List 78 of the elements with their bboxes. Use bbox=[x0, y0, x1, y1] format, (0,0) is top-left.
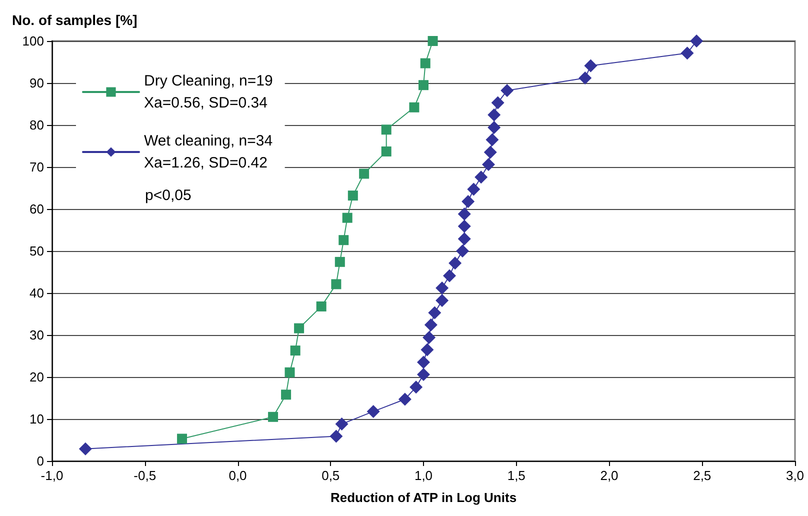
y-tick-label: 20 bbox=[30, 370, 44, 384]
point bbox=[348, 190, 358, 201]
point bbox=[448, 256, 462, 270]
point bbox=[486, 133, 499, 146]
point bbox=[428, 36, 438, 46]
point bbox=[443, 269, 456, 282]
point bbox=[482, 158, 496, 171]
point bbox=[458, 232, 471, 246]
point bbox=[458, 220, 471, 233]
point bbox=[428, 306, 442, 320]
point bbox=[342, 212, 352, 223]
x-tick-label: -1,0 bbox=[40, 468, 64, 483]
point bbox=[456, 244, 470, 258]
point bbox=[488, 108, 501, 122]
y-tick-label: 90 bbox=[30, 76, 44, 90]
y-tick-label: 70 bbox=[30, 160, 44, 174]
point bbox=[281, 390, 292, 400]
point bbox=[420, 343, 434, 356]
point bbox=[690, 34, 704, 48]
point bbox=[78, 442, 92, 456]
point bbox=[335, 418, 348, 431]
point bbox=[417, 356, 430, 369]
point bbox=[294, 323, 304, 334]
y-axis-title: No. of samples [%] bbox=[12, 12, 138, 28]
point bbox=[331, 279, 342, 290]
x-tick-label: 1,0 bbox=[414, 468, 433, 483]
point bbox=[409, 102, 420, 112]
annotation: p<0,05 bbox=[145, 187, 192, 204]
point bbox=[284, 367, 295, 378]
point bbox=[338, 235, 349, 246]
point bbox=[680, 46, 694, 60]
x-tick-label: 0,0 bbox=[228, 468, 247, 483]
point bbox=[334, 256, 345, 267]
point bbox=[366, 404, 380, 418]
point bbox=[410, 380, 423, 394]
x-axis-title: Reduction of ATP in Log Units bbox=[330, 490, 517, 505]
point bbox=[500, 84, 514, 98]
point bbox=[488, 121, 501, 134]
y-tick-label: 0 bbox=[36, 454, 44, 468]
y-tick-label: 30 bbox=[30, 328, 44, 342]
point bbox=[422, 331, 436, 344]
legend-label: Dry Cleaning, n=19 Xa=0.56, SD=0.34 bbox=[144, 72, 273, 112]
point bbox=[491, 96, 504, 110]
y-tick-label: 40 bbox=[30, 286, 44, 300]
point bbox=[417, 368, 430, 381]
point bbox=[436, 294, 449, 308]
x-tick-label: 3,0 bbox=[786, 468, 804, 483]
x-tick-label: -0,5 bbox=[134, 468, 156, 483]
point bbox=[420, 58, 430, 68]
point bbox=[424, 318, 438, 332]
point bbox=[584, 59, 598, 72]
y-tick-label: 80 bbox=[30, 118, 44, 132]
point bbox=[381, 146, 392, 156]
point bbox=[330, 430, 343, 443]
point bbox=[359, 168, 370, 179]
legend-label: Wet cleaning, n=34 Xa=1.26, SD=0.42 bbox=[144, 132, 273, 172]
y-tick-label: 60 bbox=[30, 202, 44, 216]
x-tick-label: 1,5 bbox=[507, 468, 526, 483]
x-tick-label: 2,0 bbox=[600, 468, 618, 483]
point bbox=[418, 80, 428, 90]
point bbox=[458, 208, 471, 221]
point bbox=[484, 146, 497, 159]
point bbox=[316, 301, 326, 312]
x-tick-label: 0,5 bbox=[322, 468, 340, 483]
x-tick-label: 2,5 bbox=[693, 468, 712, 483]
point bbox=[578, 71, 592, 84]
point bbox=[462, 194, 475, 208]
point bbox=[177, 434, 188, 444]
point bbox=[474, 170, 488, 184]
point bbox=[398, 392, 412, 406]
point bbox=[467, 182, 480, 196]
y-tick-label: 50 bbox=[30, 244, 44, 258]
point bbox=[268, 412, 278, 422]
point bbox=[290, 346, 300, 356]
point bbox=[381, 124, 392, 135]
y-tick-label: 10 bbox=[30, 412, 44, 426]
y-tick-label: 100 bbox=[22, 34, 44, 48]
point bbox=[436, 281, 449, 294]
